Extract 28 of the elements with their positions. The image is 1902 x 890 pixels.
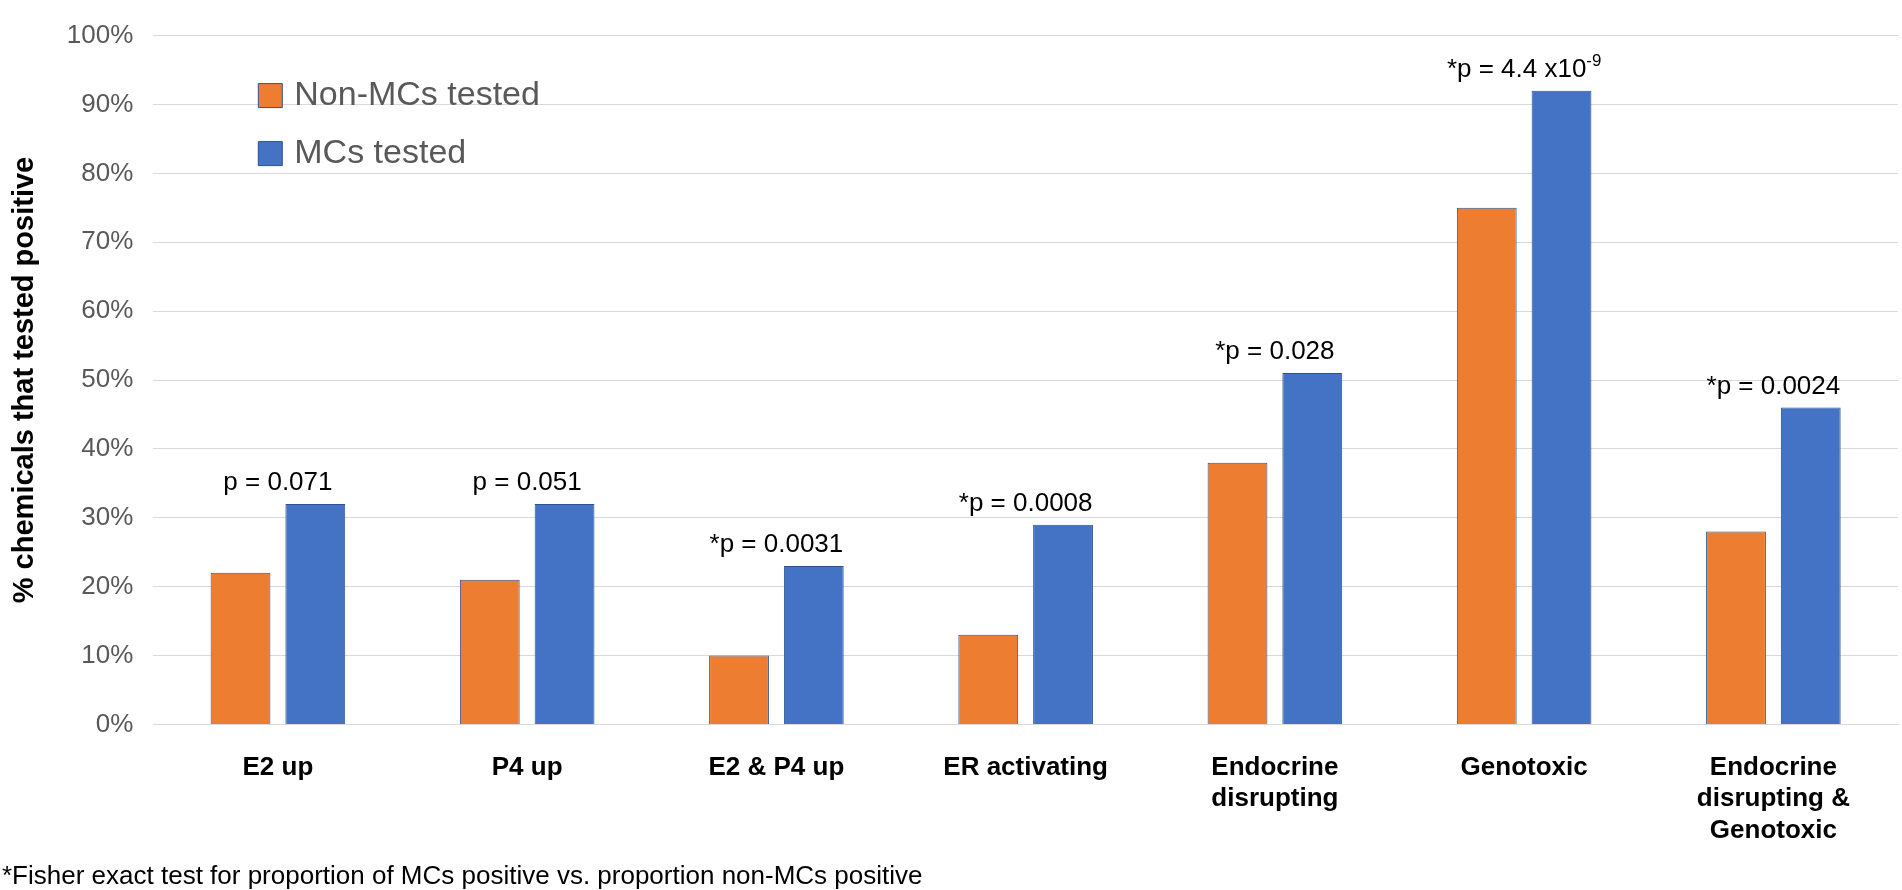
y-tick-label: 20% (81, 569, 134, 600)
y-tick-label: 100% (66, 18, 134, 49)
y-tick-label: 40% (81, 432, 134, 463)
y-tick-label: 80% (81, 156, 134, 187)
y-tick-label: 50% (81, 363, 134, 394)
legend-label: Non-MCs tested (294, 73, 540, 112)
y-tick-label: 30% (81, 500, 134, 531)
x-tick-label: E2 up (242, 751, 314, 782)
x-tick-label: Endocrine disrupting (1211, 751, 1339, 813)
x-tick-label: Endocrine disrupting & Genotoxic (1696, 751, 1850, 844)
annotation: *p = 0.028 (1215, 335, 1335, 366)
annotation: *p = 0.0024 (1706, 369, 1841, 400)
x-tick-label: Genotoxic (1460, 751, 1588, 782)
y-tick-label: 90% (81, 87, 134, 118)
x-tick-label: P4 up (491, 751, 563, 782)
y-tick-label: 10% (81, 638, 134, 669)
annotation: *p = 0.0031 (709, 527, 844, 558)
annotation: *p = 0.0008 (958, 486, 1093, 517)
y-tick-label: 70% (81, 225, 134, 256)
x-tick-label: ER activating (943, 751, 1109, 782)
text: *Fisher exact test for proportion of MCs positive vs. proportion non-MCs positive (2, 860, 923, 890)
y-tick-label: 60% (81, 294, 134, 325)
annotation: p = 0.071 (223, 465, 333, 496)
y-axis-title: % chemicals that tested positive (7, 156, 40, 604)
x-tick-label: E2 & P4 up (708, 751, 845, 782)
legend-label: MCs tested (294, 131, 467, 170)
annotation: p = 0.051 (472, 465, 582, 496)
y-tick-label: 0% (95, 707, 134, 738)
